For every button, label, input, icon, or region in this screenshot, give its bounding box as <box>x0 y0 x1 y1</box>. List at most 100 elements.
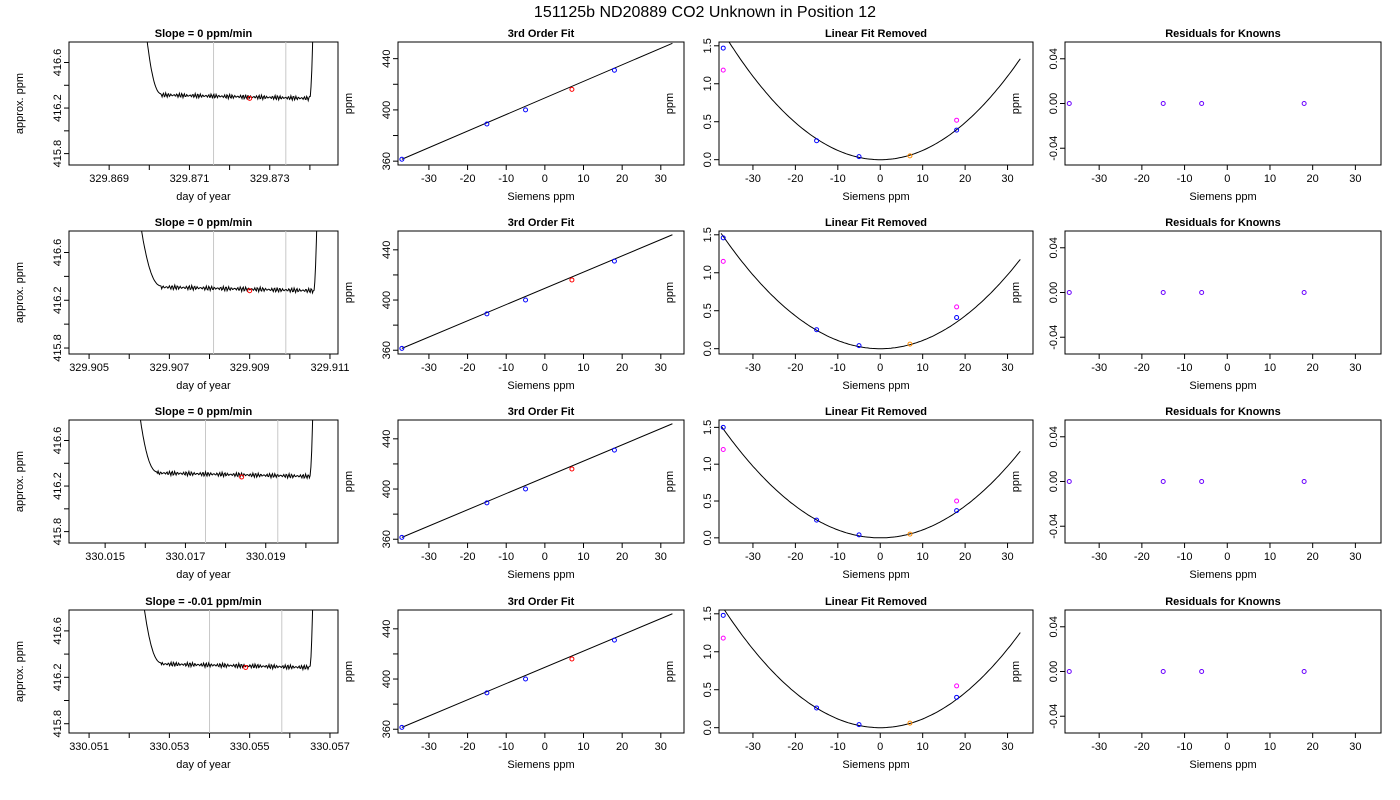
x-axis-label: Siemens ppm <box>507 569 574 581</box>
x-tick-label: -20 <box>787 173 803 185</box>
panel-r2-c2: Linear Fit Removed -30 -20 -10 0 10 20 30 0.0 0.5… <box>664 406 1034 581</box>
residual-point <box>1199 290 1205 295</box>
x-tick-label: 20 <box>959 362 971 374</box>
fit-line <box>401 423 673 538</box>
panel-title: 3rd Order Fit <box>508 406 575 418</box>
x-tick-label: 30 <box>1349 362 1361 374</box>
x-tick-label: 20 <box>959 741 971 753</box>
panel-r0-c3: Residuals for Knowns -30 -20 -10 0 10 20 30 -0.0… <box>1010 28 1382 203</box>
x-tick-label: 329.907 <box>149 362 189 374</box>
panel-r3-c2: Linear Fit Removed -30 -20 -10 0 10 20 30 0.0 0.5… <box>664 596 1034 771</box>
x-tick-label: -10 <box>830 741 846 753</box>
x-tick-label: 330.057 <box>310 741 350 753</box>
plot-frame <box>68 419 339 544</box>
residual-point <box>1301 101 1307 106</box>
plot-frame <box>1064 41 1382 166</box>
x-tick-label: 10 <box>917 741 929 753</box>
known-point <box>720 424 726 430</box>
panel-title: 3rd Order Fit <box>508 596 575 608</box>
unknown-point <box>569 466 575 472</box>
y-tick-label: 0.5 <box>702 303 714 318</box>
x-tick-label: 20 <box>616 551 628 563</box>
x-tick-label: -30 <box>745 173 761 185</box>
x-axis-label: day of year <box>176 569 231 581</box>
plot-area <box>399 42 673 162</box>
panel-title: Linear Fit Removed <box>825 28 927 40</box>
residual-point <box>1066 290 1072 295</box>
y-tick-label: 0.00 <box>1048 93 1060 114</box>
unknown-point <box>569 656 575 662</box>
known-point <box>954 508 960 514</box>
unknown-point <box>907 720 913 726</box>
y-tick-label: 416.2 <box>52 472 64 500</box>
x-tick-label: -20 <box>1134 173 1150 185</box>
residual-curve <box>720 425 1021 539</box>
y-tick-label: 415.8 <box>52 710 64 738</box>
panel-r2-c0: Slope = 0 ppm/min 330.015 330.017 330.019 41… <box>14 406 339 581</box>
unknown-point <box>907 153 913 159</box>
known-point <box>399 724 405 730</box>
plot-frame <box>718 230 1034 355</box>
known-point <box>814 517 820 523</box>
y-tick-label: -0.04 <box>1048 136 1060 161</box>
known-point <box>720 612 726 618</box>
x-tick-label: 10 <box>577 741 589 753</box>
plot-frame <box>718 609 1034 734</box>
y-axis-label: ppm <box>343 661 355 682</box>
residual-point <box>1160 290 1166 295</box>
x-tick-label: -10 <box>1177 173 1193 185</box>
known-point <box>523 107 529 113</box>
y-tick-label: 0.0 <box>702 341 714 356</box>
known-point <box>523 676 529 682</box>
x-tick-label: 10 <box>1264 173 1276 185</box>
x-tick-label: -20 <box>460 741 476 753</box>
y-tick-label: 0.04 <box>1048 48 1060 69</box>
y-axis-label: ppm <box>1010 471 1022 492</box>
known-point <box>856 343 862 349</box>
x-tick-label: 330.019 <box>246 551 286 563</box>
x-tick-label: -20 <box>460 362 476 374</box>
x-tick-label: 0 <box>1224 362 1230 374</box>
x-tick-label: 329.905 <box>69 362 109 374</box>
x-tick-label: -20 <box>1134 362 1150 374</box>
concentration-trace <box>141 231 318 295</box>
plot-frame <box>397 419 685 544</box>
y-tick-label: 416.6 <box>52 427 64 455</box>
x-tick-label: -30 <box>745 362 761 374</box>
y-tick-label: 1.5 <box>702 38 714 53</box>
x-tick-label: 10 <box>917 173 929 185</box>
plot-area <box>141 231 318 354</box>
known-point <box>720 235 726 241</box>
x-tick-label: 20 <box>616 362 628 374</box>
known-point <box>814 138 820 144</box>
known-point <box>484 311 490 317</box>
x-tick-label: 30 <box>655 551 667 563</box>
offset-point <box>720 258 726 264</box>
panel-r0-c0: Slope = 0 ppm/min 329.869 329.871 329.873 41… <box>14 28 339 203</box>
residual-point <box>1199 101 1205 106</box>
x-tick-label: 20 <box>1307 551 1319 563</box>
known-point <box>814 705 820 711</box>
x-tick-label: -20 <box>787 362 803 374</box>
y-tick-label: 1.5 <box>702 227 714 242</box>
y-tick-label: 1.0 <box>702 76 714 91</box>
x-axis-label: Siemens ppm <box>1189 191 1256 203</box>
y-tick-label: 1.0 <box>702 457 714 472</box>
offset-point <box>954 683 960 689</box>
x-tick-label: -30 <box>421 173 437 185</box>
known-point <box>720 45 726 51</box>
known-point <box>611 258 617 264</box>
residual-point <box>1066 479 1072 484</box>
known-point <box>611 637 617 643</box>
offset-point <box>720 635 726 641</box>
offset-point <box>720 67 726 73</box>
y-tick-label: 416.2 <box>52 94 64 122</box>
plot-area <box>146 42 314 165</box>
known-point <box>484 690 490 696</box>
y-tick-label: -0.04 <box>1048 325 1060 350</box>
offset-point <box>954 304 960 310</box>
plot-frame <box>68 230 339 355</box>
x-tick-label: -10 <box>498 741 514 753</box>
sample-point <box>239 474 245 480</box>
x-tick-label: 30 <box>1001 551 1013 563</box>
